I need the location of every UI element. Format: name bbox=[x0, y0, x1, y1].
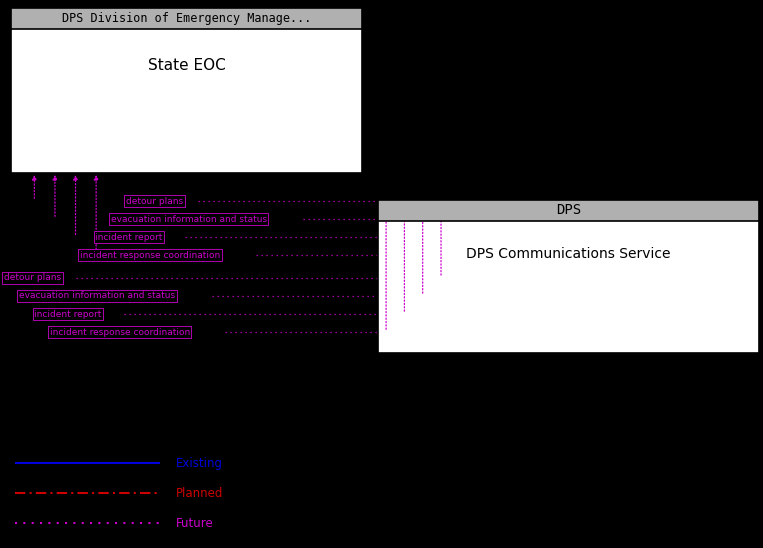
Text: Planned: Planned bbox=[175, 487, 223, 500]
Bar bbox=[378, 200, 759, 221]
Text: incident response coordination: incident response coordination bbox=[80, 251, 221, 260]
Bar bbox=[11, 8, 362, 173]
Text: detour plans: detour plans bbox=[4, 273, 61, 282]
Text: incident report: incident report bbox=[95, 233, 163, 242]
Text: State EOC: State EOC bbox=[148, 58, 226, 73]
Text: detour plans: detour plans bbox=[126, 197, 183, 206]
Text: evacuation information and status: evacuation information and status bbox=[111, 215, 267, 224]
Text: incident response coordination: incident response coordination bbox=[50, 328, 190, 336]
Text: incident report: incident report bbox=[34, 310, 101, 318]
Text: Existing: Existing bbox=[175, 456, 223, 470]
Bar bbox=[378, 200, 759, 353]
Text: Future: Future bbox=[175, 517, 213, 530]
Text: DPS Division of Emergency Manage...: DPS Division of Emergency Manage... bbox=[63, 12, 311, 25]
Text: DPS: DPS bbox=[556, 203, 581, 218]
Bar bbox=[11, 8, 362, 29]
Text: evacuation information and status: evacuation information and status bbox=[19, 292, 175, 300]
Text: DPS Communications Service: DPS Communications Service bbox=[466, 247, 671, 261]
